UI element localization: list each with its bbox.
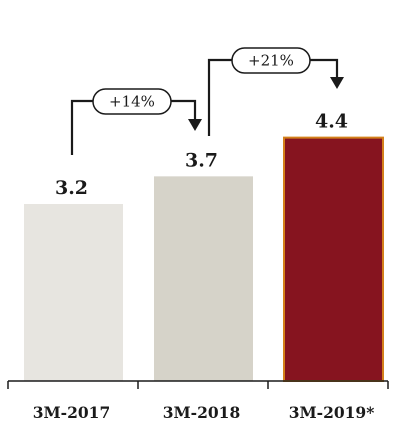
arrow-down-icon bbox=[188, 119, 202, 131]
value-label: 3.2 bbox=[55, 177, 88, 199]
bars-group bbox=[24, 136, 384, 382]
growth-bubble bbox=[92, 88, 172, 115]
growth-annotation: +14% bbox=[70, 88, 202, 155]
arrow-down-icon bbox=[330, 77, 344, 89]
bar-3m-2018 bbox=[154, 176, 253, 381]
value-label: 4.4 bbox=[315, 111, 348, 133]
category-label: 3M-2017 bbox=[33, 403, 111, 422]
value-label: 3.7 bbox=[185, 149, 218, 171]
bar-3m-2017 bbox=[24, 204, 123, 381]
category-label: 3M-2019* bbox=[289, 403, 375, 422]
growth-annotation: +21% bbox=[207, 47, 344, 136]
value-labels-group: 3.2 3.7 4.4 bbox=[55, 111, 348, 199]
bar-3m-2019 bbox=[283, 136, 384, 382]
growth-percent-label: +14% bbox=[109, 93, 155, 111]
growth-percent-label: +21% bbox=[248, 52, 294, 70]
x-axis-ticks-group bbox=[7, 381, 389, 389]
category-labels-group: 3M-2017 3M-2018 3M-2019* bbox=[33, 403, 375, 422]
growth-annotations-group: +14% +21% bbox=[70, 47, 344, 155]
category-label: 3M-2018 bbox=[163, 403, 241, 422]
growth-bubble bbox=[231, 47, 311, 74]
